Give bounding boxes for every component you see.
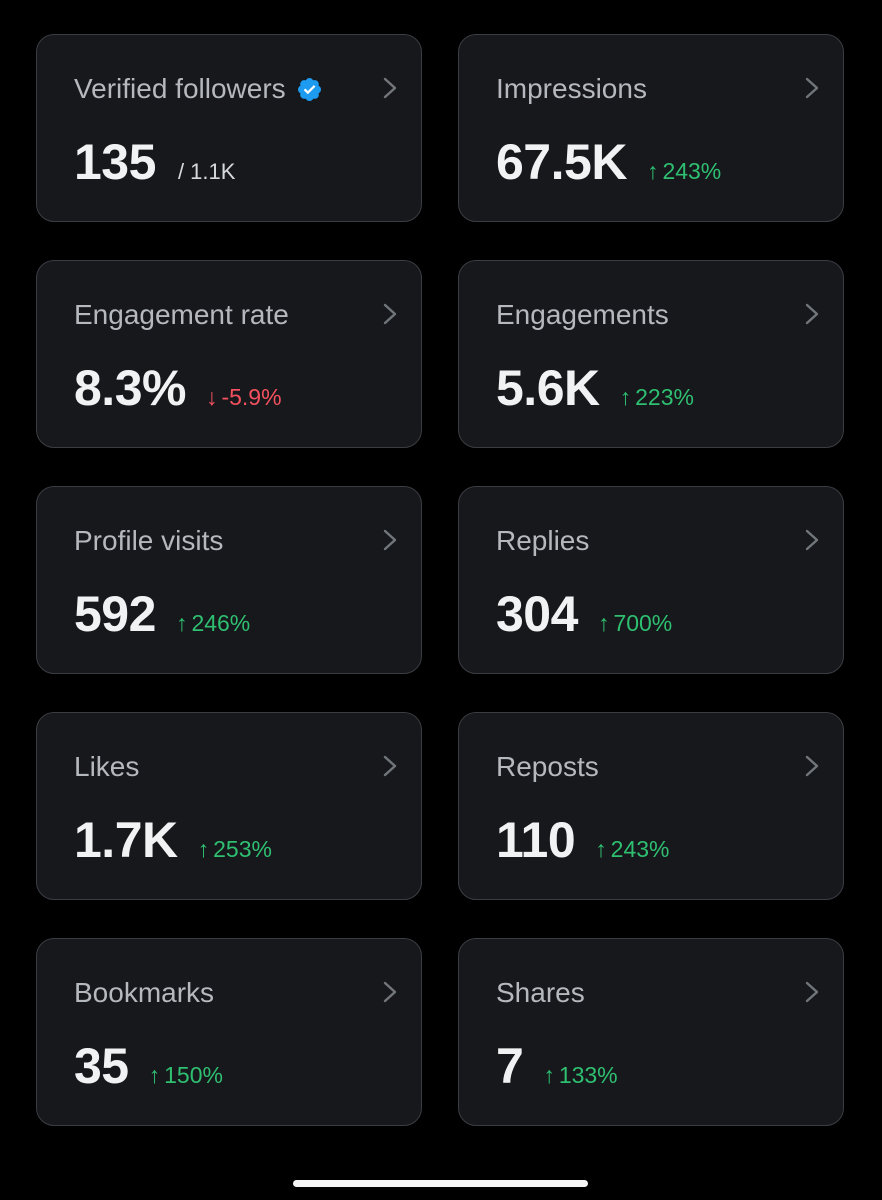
change-percent: 253%: [213, 836, 272, 862]
analytics-grid: Verified followers 135 / 1.1K Impression…: [36, 34, 844, 1126]
metric-total: / 1.1K: [177, 159, 236, 184]
change-percent: -5.9%: [221, 384, 282, 410]
value-row: 304 ↑ 700%: [496, 589, 672, 639]
metric-value: 1.7K: [74, 812, 178, 868]
card-label: Engagements: [496, 299, 669, 330]
metric-change: ↑ 700%: [598, 610, 672, 637]
chevron-right-icon[interactable]: [379, 301, 401, 327]
card-bookmarks[interactable]: Bookmarks 35 ↑ 150%: [36, 938, 422, 1126]
metric-change: ↓ -5.9%: [206, 384, 282, 411]
card-label-row: Verified followers: [74, 73, 323, 105]
card-label: Engagement rate: [74, 299, 289, 330]
card-label-row: Likes: [74, 751, 139, 783]
card-label: Replies: [496, 525, 590, 556]
change-percent: 700%: [613, 610, 673, 636]
arrow-up-icon: ↑: [597, 610, 610, 636]
change-percent: 223%: [635, 384, 694, 410]
value-row: 135 / 1.1K: [74, 137, 235, 187]
home-indicator[interactable]: [293, 1180, 588, 1187]
metric-value: 8.3%: [74, 360, 186, 416]
arrow-up-icon: ↑: [619, 384, 632, 410]
change-percent: 243%: [662, 158, 722, 184]
card-shares[interactable]: Shares 7 ↑ 133%: [458, 938, 844, 1126]
card-engagement-rate[interactable]: Engagement rate 8.3% ↓ -5.9%: [36, 260, 422, 448]
metric-change: ↑ 133%: [543, 1062, 617, 1089]
value-row: 67.5K ↑ 243%: [496, 137, 721, 187]
card-label: Verified followers: [74, 73, 286, 104]
metric-value: 135: [74, 134, 156, 190]
card-label-row: Engagement rate: [74, 299, 289, 331]
value-row: 5.6K ↑ 223%: [496, 363, 694, 413]
chevron-right-icon[interactable]: [379, 979, 401, 1005]
card-label-row: Impressions: [496, 73, 647, 105]
chevron-right-icon[interactable]: [801, 527, 823, 553]
metric-change: ↑ 253%: [198, 836, 272, 863]
card-label-row: Replies: [496, 525, 589, 557]
card-label: Profile visits: [74, 525, 224, 556]
card-profile-visits[interactable]: Profile visits 592 ↑ 246%: [36, 486, 422, 674]
arrow-up-icon: ↑: [595, 836, 607, 862]
chevron-right-icon[interactable]: [801, 75, 823, 101]
metric-value: 35: [74, 1038, 129, 1094]
chevron-right-icon[interactable]: [801, 979, 823, 1005]
chevron-right-icon[interactable]: [379, 753, 401, 779]
arrow-up-icon: ↑: [543, 1062, 555, 1088]
card-label-row: Shares: [496, 977, 585, 1009]
chevron-right-icon[interactable]: [379, 75, 401, 101]
chevron-right-icon[interactable]: [801, 301, 823, 327]
value-row: 7 ↑ 133%: [496, 1041, 618, 1091]
metric-value: 7: [496, 1038, 524, 1094]
card-label: Shares: [496, 977, 585, 1008]
card-label: Bookmarks: [74, 977, 215, 1008]
arrow-up-icon: ↑: [197, 836, 210, 862]
card-label-row: Reposts: [496, 751, 599, 783]
value-row: 110 ↑ 243%: [496, 815, 670, 865]
metric-change: ↑ 246%: [176, 610, 250, 637]
value-row: 35 ↑ 150%: [74, 1041, 223, 1091]
metric-value: 5.6K: [496, 360, 600, 416]
chevron-right-icon[interactable]: [379, 527, 401, 553]
value-row: 1.7K ↑ 253%: [74, 815, 272, 865]
metric-value: 592: [74, 586, 156, 642]
card-replies[interactable]: Replies 304 ↑ 700%: [458, 486, 844, 674]
card-impressions[interactable]: Impressions 67.5K ↑ 243%: [458, 34, 844, 222]
card-label: Reposts: [496, 751, 599, 782]
change-percent: 150%: [164, 1062, 223, 1088]
arrow-down-icon: ↓: [205, 384, 218, 410]
metric-value: 67.5K: [496, 134, 627, 190]
card-likes[interactable]: Likes 1.7K ↑ 253%: [36, 712, 422, 900]
card-label-row: Engagements: [496, 299, 669, 331]
arrow-up-icon: ↑: [646, 158, 659, 184]
value-row: 8.3% ↓ -5.9%: [74, 363, 282, 413]
metric-change: ↑ 150%: [149, 1062, 223, 1089]
card-label: Impressions: [496, 73, 647, 104]
card-verified-followers[interactable]: Verified followers 135 / 1.1K: [36, 34, 422, 222]
card-label: Likes: [74, 751, 140, 782]
arrow-up-icon: ↑: [175, 610, 188, 636]
chevron-right-icon[interactable]: [801, 753, 823, 779]
card-reposts[interactable]: Reposts 110 ↑ 243%: [458, 712, 844, 900]
card-engagements[interactable]: Engagements 5.6K ↑ 223%: [458, 260, 844, 448]
card-label-row: Profile visits: [74, 525, 223, 557]
metric-change: ↑ 223%: [620, 384, 694, 411]
metric-value: 110: [496, 812, 576, 868]
arrow-up-icon: ↑: [148, 1062, 161, 1088]
value-row: 592 ↑ 246%: [74, 589, 250, 639]
verified-badge-icon: [297, 77, 321, 101]
card-label-row: Bookmarks: [74, 977, 214, 1009]
change-percent: 243%: [610, 836, 670, 862]
change-percent: 246%: [191, 610, 251, 636]
metric-change: ↑ 243%: [647, 158, 721, 185]
metric-change: ↑ 243%: [595, 836, 669, 863]
metric-value: 304: [496, 586, 578, 642]
change-percent: 133%: [558, 1062, 618, 1088]
